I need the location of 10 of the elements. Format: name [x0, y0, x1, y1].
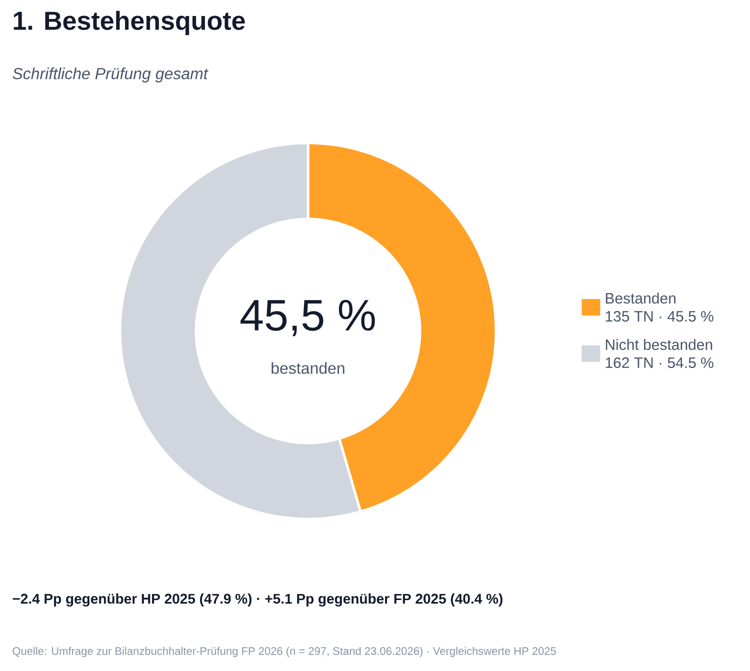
- data-label: 162 TN · 54.5 %: [606, 357, 714, 368]
- text: bestanden: [272, 362, 344, 374]
- data-label: 135 TN · 45.5 %: [606, 311, 714, 322]
- legend-label: Nicht bestanden: [606, 338, 712, 350]
- chart-subtitle: Schriftliche Prüfung gesamt: [12, 68, 208, 82]
- text: −2.4 Pp gegenüber HP 2025 (47.9 %) · +5.1 Pp gegenüber FP 2025 (40.4 %): [12, 593, 502, 607]
- source-note: Quelle: Umfrage zur Bilanzbuchhalter-Prüfung FP 2026 (n = 297, Stand 23.06.2026) · Vergleichswerte HP 2025: [12, 646, 556, 658]
- text: 45,5 %: [240, 300, 375, 336]
- chart-title: 1. Bestehensquote: [14, 10, 245, 36]
- legend-label: Bestanden: [606, 292, 676, 304]
